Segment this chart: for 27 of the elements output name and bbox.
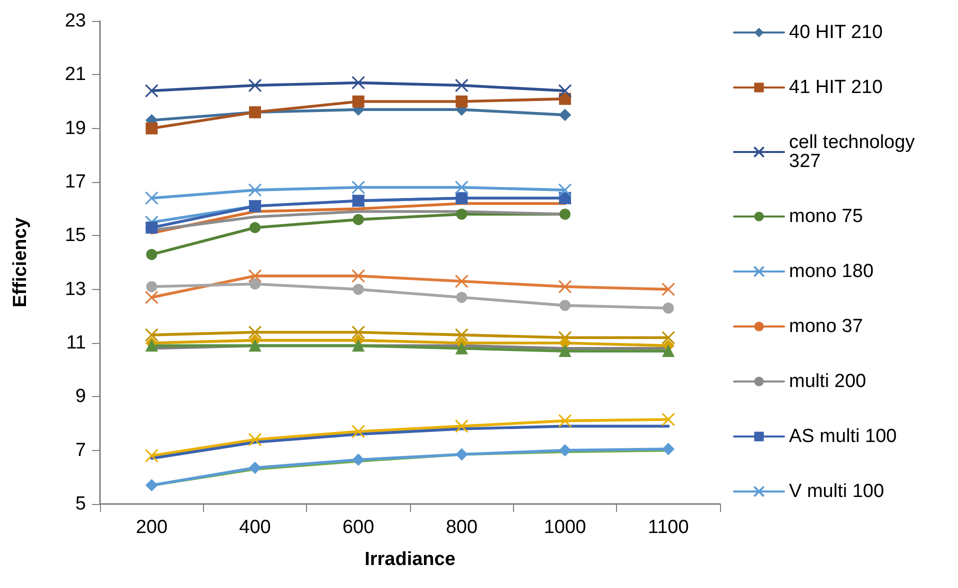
y-axis-title: Efficiency xyxy=(10,217,31,308)
y-tick-label: 19 xyxy=(64,118,86,139)
y-tick-label: 5 xyxy=(75,494,86,514)
x-tick-label: 400 xyxy=(239,517,271,538)
y-tick-label: 15 xyxy=(64,225,86,246)
y-tick-label: 17 xyxy=(64,172,86,192)
y-tick-label: 7 xyxy=(75,440,86,461)
legend-label: cell technology 327 xyxy=(789,132,920,172)
legend-label: mono 37 xyxy=(789,316,863,337)
x-tick-label: 600 xyxy=(342,517,374,538)
legend-label: AS multi 100 xyxy=(789,426,897,447)
legend-label: 41 HIT 210 xyxy=(789,77,883,98)
x-tick-label: 1100 xyxy=(648,517,689,538)
x-tick-label: 800 xyxy=(446,517,478,538)
y-tick-label: 11 xyxy=(66,332,86,354)
x-tick-label: 200 xyxy=(136,517,168,538)
legend-label: mono 180 xyxy=(789,261,874,282)
legend-label: 40 HIT 210 xyxy=(789,22,883,43)
y-tick-label: 21 xyxy=(64,64,86,86)
x-axis-title: Irradiance xyxy=(364,549,456,570)
y-tick-label: 13 xyxy=(64,278,86,300)
y-tick-label: 23 xyxy=(64,10,86,32)
legend-label: multi 200 xyxy=(789,371,866,392)
y-tick-label: 9 xyxy=(75,386,86,408)
legend-label: V multi 100 xyxy=(789,481,884,502)
x-tick-label: 1000 xyxy=(544,517,586,538)
legend-label: mono 75 xyxy=(789,206,863,227)
